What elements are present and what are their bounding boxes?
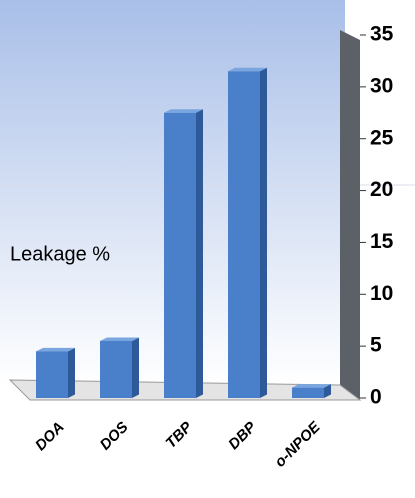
y-tick-label: 35 (370, 23, 394, 46)
y-tick-label: 25 (370, 126, 394, 149)
side-wall (340, 30, 360, 400)
y-tick-label: 0 (370, 386, 382, 409)
bar-side (196, 109, 203, 399)
x-tick-label: DOA (32, 419, 68, 455)
x-tick-label: DOS (97, 419, 132, 454)
bar-front (36, 351, 68, 398)
y-axis-label: Leakage % (10, 243, 110, 265)
x-tick-label: DBP (225, 418, 260, 453)
bar (164, 109, 203, 399)
bar (228, 67, 267, 399)
bar-side (68, 347, 75, 398)
bar-front (100, 340, 132, 398)
bar-top (36, 347, 75, 352)
y-tick-label: 20 (370, 178, 393, 201)
bar-front (292, 387, 324, 398)
bar-side (260, 67, 267, 399)
bar-top (164, 109, 203, 113)
bar-side (132, 337, 139, 398)
bar-front (228, 71, 260, 399)
bar-side (324, 384, 331, 398)
y-tick-label: 5 (370, 334, 382, 357)
y-tick-label: 30 (370, 74, 393, 97)
bar-top (100, 337, 139, 341)
bar-front (164, 112, 196, 399)
bar (292, 384, 331, 398)
y-tick-label: 10 (370, 282, 393, 305)
x-tick-label: TBP (162, 418, 196, 452)
bar (100, 337, 139, 398)
bar-top (228, 67, 267, 72)
bar (36, 347, 75, 398)
x-tick-label: o-NPOE (272, 418, 325, 471)
bar-top (292, 384, 331, 388)
y-tick-label: 15 (370, 230, 394, 253)
